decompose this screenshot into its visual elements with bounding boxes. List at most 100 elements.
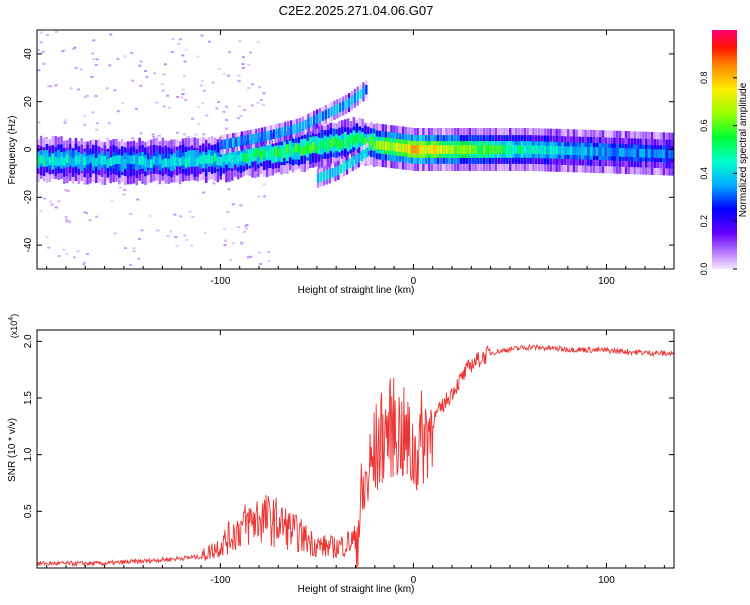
spectrogram-ridge-cell bbox=[329, 139, 333, 149]
spectrogram-noise-cell bbox=[153, 72, 157, 75]
spectrogram-noise-cell bbox=[145, 75, 149, 78]
spectrogram-ridge-cell bbox=[335, 138, 338, 147]
spectrogram-branch-cell bbox=[278, 127, 281, 138]
spectrogram-noise-cell bbox=[247, 87, 251, 90]
spectrogram-ridge-cell bbox=[503, 145, 506, 154]
spectrogram-branch-cell bbox=[336, 104, 339, 114]
spectrogram-ridge-cell bbox=[393, 142, 396, 152]
spectrogram-noise-cell bbox=[238, 40, 242, 43]
spectrogram-noise-cell bbox=[174, 236, 178, 239]
spectrogram-ridge-cell bbox=[314, 144, 318, 154]
spectrogram-noise-cell bbox=[45, 34, 49, 37]
spectrogram-ridge-cell bbox=[274, 147, 278, 157]
spectrogram-ridge-cell bbox=[167, 158, 170, 168]
spectrogram-noise-cell bbox=[217, 68, 221, 71]
spectrogram-ridge-cell bbox=[173, 156, 176, 166]
spectrogram-ridge-cell bbox=[297, 144, 301, 154]
spectrogram-ridge-cell bbox=[346, 137, 350, 147]
spectrogram-noise-cell bbox=[116, 58, 120, 61]
spectrogram-branch-cell bbox=[243, 135, 246, 146]
spectrogram-ridge-cell bbox=[141, 156, 144, 165]
spectrogram-branch-cell bbox=[356, 91, 359, 101]
spectrogram-ridge-cell bbox=[332, 137, 335, 147]
spectrogram-ridge-cell bbox=[239, 152, 243, 162]
spectrogram-noise-cell bbox=[45, 236, 49, 239]
spectrogram-noise-cell bbox=[137, 257, 141, 260]
spectrogram-branch-cell bbox=[266, 130, 270, 141]
spectrogram-ridge-cell bbox=[668, 149, 671, 159]
spectrogram-noise-cell bbox=[251, 83, 255, 86]
spectrogram-noise-cell bbox=[177, 42, 181, 45]
spectrogram-branch-cell bbox=[362, 87, 365, 97]
spectrogram-ridge-cell bbox=[529, 145, 532, 154]
spectrogram-noise-cell bbox=[243, 109, 247, 112]
spectrogram-branch-cell bbox=[269, 130, 273, 140]
spectrogram-xlabel: Height of straight line (km) bbox=[298, 285, 415, 296]
spectrogram-ridge-cell bbox=[436, 145, 440, 154]
spectrogram-noise-cell bbox=[241, 67, 245, 70]
spectrogram-branch-cell bbox=[344, 99, 348, 110]
spectrogram-branch-cell bbox=[347, 97, 351, 108]
spectrogram-ridge-cell bbox=[225, 155, 228, 165]
spectrogram-noise-cell bbox=[191, 216, 195, 219]
spectrogram-branch-cell bbox=[240, 136, 244, 146]
spectrogram-ridge-cell bbox=[592, 147, 596, 156]
spectrogram-ridge-cell bbox=[294, 143, 298, 152]
spectrogram-ridge-cell bbox=[265, 150, 269, 160]
spectrogram-noise-cell bbox=[215, 107, 219, 110]
spectrogram-branch-cell bbox=[366, 147, 369, 158]
spectrogram-noise-cell bbox=[180, 96, 184, 99]
spectrogram-ridge-cell bbox=[456, 145, 460, 154]
spectrogram-ridge-cell bbox=[155, 157, 159, 166]
spectrogram-ridge-cell bbox=[578, 146, 582, 156]
spectrogram-ridge-cell bbox=[508, 145, 512, 154]
spectrogram-ridge-cell bbox=[190, 154, 194, 163]
spectrogram-noise-cell bbox=[196, 55, 200, 58]
spectrogram-noise-cell bbox=[113, 89, 117, 92]
spectrogram-ridge-cell bbox=[306, 143, 309, 153]
spectrogram-ridge-cell bbox=[422, 145, 425, 154]
spectrogram-noise-cell bbox=[197, 122, 201, 125]
spectrogram-xtick-label: 100 bbox=[598, 276, 615, 287]
spectrogram-noise-cell bbox=[152, 135, 156, 138]
spectrogram-noise-cell bbox=[249, 255, 253, 258]
spectrogram-ridge-cell bbox=[607, 147, 611, 157]
spectrogram-noise-cell bbox=[138, 64, 142, 67]
spectrogram-ridge-cell bbox=[543, 145, 547, 155]
spectrogram-noise-cell bbox=[156, 229, 160, 232]
spectrogram-noise-cell bbox=[93, 159, 97, 162]
spectrogram-branch-cell bbox=[272, 129, 275, 139]
spectrogram-ridge-cell bbox=[283, 149, 286, 158]
spectrogram-branch-cell bbox=[365, 84, 368, 95]
spectrogram-noise-cell bbox=[109, 33, 113, 36]
spectrogram-noise-cell bbox=[155, 101, 159, 104]
spectrogram-noise-cell bbox=[95, 128, 99, 131]
spectrogram-noise-cell bbox=[139, 60, 143, 63]
snr-multiplier-base: (x10 bbox=[9, 321, 19, 339]
spectrogram-ridge-cell bbox=[514, 145, 518, 154]
spectrogram-noise-cell bbox=[207, 40, 211, 43]
spectrogram-ridge-cell bbox=[604, 147, 608, 157]
spectrogram-ridge-cell bbox=[242, 153, 246, 162]
spectrogram-branch-cell bbox=[357, 153, 360, 163]
spectrogram-ridge-cell bbox=[390, 142, 393, 151]
spectrogram-noise-cell bbox=[244, 227, 248, 230]
spectrogram-noise-cell bbox=[244, 225, 248, 228]
spectrogram-axes: -100 0 100 -40 -20 0 20 40 bbox=[23, 30, 674, 287]
spectrogram-ridge-cell bbox=[233, 152, 237, 161]
spectrogram-ylabel: Frequency (Hz) bbox=[7, 116, 18, 185]
spectrogram-ridge-cell bbox=[413, 145, 417, 154]
spectrogram-ridge-cell bbox=[523, 145, 527, 154]
spectrogram-branch-cell bbox=[226, 138, 229, 149]
spectrogram-noise-cell bbox=[139, 132, 143, 135]
spectrogram-noise-cell bbox=[226, 74, 230, 77]
spectrogram-branch-cell bbox=[318, 112, 322, 123]
spectrogram-ridge-cell bbox=[647, 149, 651, 158]
spectrogram-noise-cell bbox=[199, 84, 203, 87]
spectrogram-ridge-cell bbox=[193, 158, 196, 167]
spectrogram-noise-cell bbox=[139, 84, 143, 87]
spectrogram-ridge-cell bbox=[404, 144, 408, 153]
spectrogram-ridge-cell bbox=[57, 157, 60, 167]
spectrogram-noise-cell bbox=[140, 229, 144, 232]
snr-axes: -100 0 100 0.5 1.0 1.5 2.0 bbox=[23, 330, 674, 586]
